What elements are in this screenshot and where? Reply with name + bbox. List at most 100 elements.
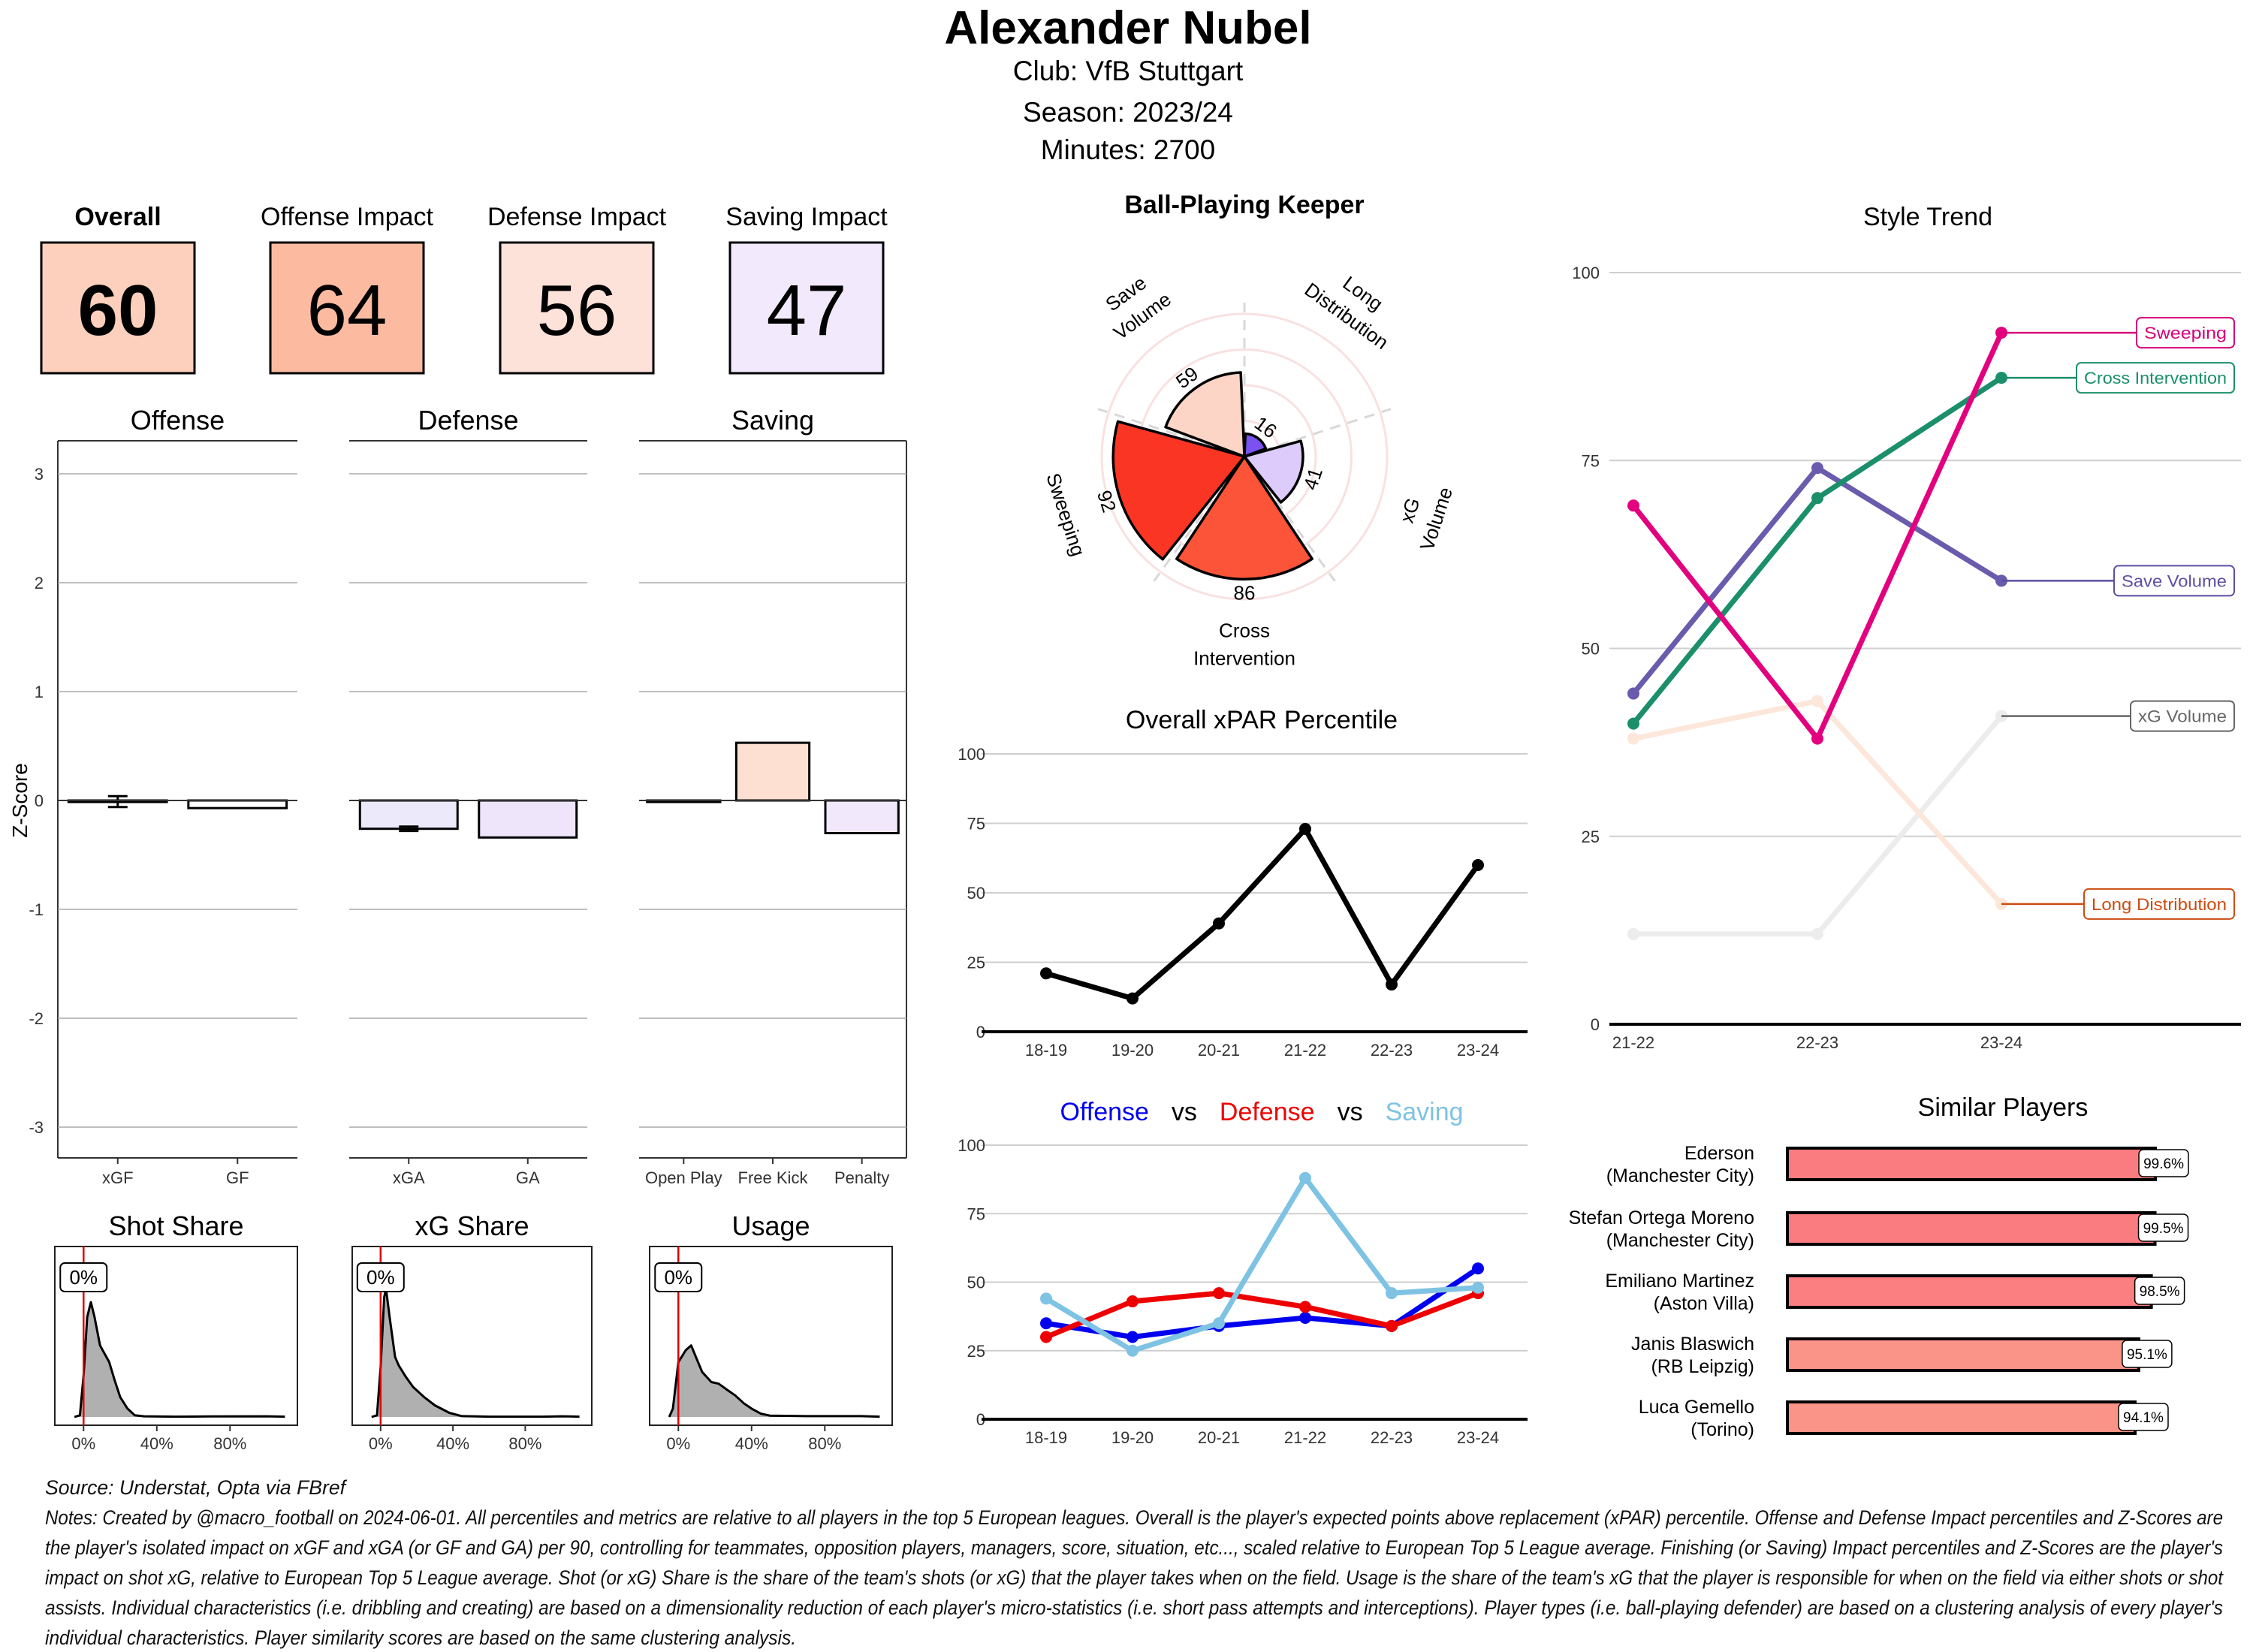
data-point (1126, 1344, 1139, 1357)
y-tick-label: 0 (35, 791, 44, 810)
y-tick-label: 100 (1572, 264, 1600, 282)
data-point (1299, 822, 1311, 835)
x-tick-label: Penalty (834, 1168, 889, 1187)
data-point (1126, 992, 1139, 1005)
similarity-value: 95.1% (2127, 1347, 2167, 1363)
score-label: Offense Impact (261, 203, 433, 231)
data-point (1386, 1287, 1398, 1300)
notes-line: assists. Individual characteristics (i.e… (45, 1596, 2223, 1619)
season-line: Season: 2023/24 (1023, 97, 1233, 128)
similarity-bar (1786, 1274, 2153, 1309)
x-tick-label: 23-24 (1980, 1033, 2022, 1052)
notes-line: the player's isolated impact on xGF and … (45, 1536, 2223, 1559)
chart-title-part: Defense (1220, 1098, 1315, 1126)
x-tick-label: 40% (436, 1434, 469, 1453)
x-tick-label: 21-22 (1284, 1428, 1326, 1447)
x-tick-label: 19-20 (1111, 1428, 1154, 1447)
chart-title-part: Offense (1060, 1098, 1149, 1126)
player-value-label-box (654, 1262, 703, 1292)
zscore-chart: Z-Score 3 2 1 0 -1 -2 -3 Offense xGF GF Defense xGA G… (8, 405, 907, 1187)
density-frame (54, 1246, 298, 1426)
share-density-charts: Shot Share 0% 0% 40% 80% xG Share 0% 0% 40% 80% Us… (54, 1210, 893, 1453)
polar-wedge (1111, 420, 1246, 561)
data-point (1126, 1331, 1139, 1343)
x-tick-label: 23-24 (1457, 1428, 1499, 1447)
score-value: 47 (767, 270, 847, 351)
zscore-bar (478, 799, 578, 839)
notes-line: individual characteristics. Player simil… (45, 1626, 796, 1649)
x-tick-label: 80% (508, 1434, 541, 1453)
similarity-label-box (2118, 1403, 2169, 1431)
polar-wedge (1175, 455, 1313, 581)
y-tick-label: -2 (29, 1009, 44, 1028)
data-point (1386, 1319, 1398, 1332)
chart-title: Style Trend (1863, 203, 1992, 231)
score-label: Saving Impact (725, 203, 888, 231)
series-label-box (2136, 317, 2235, 349)
data-point (1811, 492, 1823, 505)
series-line (1633, 698, 2004, 906)
style-trend-chart: Style Trend 0 25 50 75 100 21-22 22-23 23-24 xG V… (1572, 203, 2241, 1052)
notes-line: Notes: Created by @macro_football on 202… (45, 1506, 2223, 1529)
y-tick-label: 25 (967, 1342, 985, 1361)
score-value: 60 (78, 270, 158, 351)
y-tick-label: 50 (1582, 640, 1600, 659)
data-point (1811, 695, 1823, 707)
series-label: Save Volume (2122, 571, 2227, 590)
series-line (1045, 826, 1480, 1002)
panel-title: Saving (731, 405, 814, 436)
score-box (269, 241, 425, 375)
x-tick-label: 18-19 (1025, 1428, 1067, 1447)
data-point (1126, 1295, 1139, 1308)
similarity-value: 99.5% (2143, 1221, 2184, 1237)
similarity-label-box (2134, 1277, 2185, 1305)
density-area (371, 1289, 580, 1417)
offense-defense-saving-chart: Offense vs Defense vs Saving 0 25 50 75 100 18-19 1… (958, 1098, 1528, 1447)
polar-wedge (1243, 432, 1268, 458)
density-title: Usage (731, 1210, 810, 1241)
x-tick-label: 40% (735, 1434, 768, 1453)
data-point (1472, 859, 1484, 871)
data-point (1040, 967, 1052, 980)
data-point (1811, 462, 1823, 475)
similar-player-club: (RB Leipzig) (1651, 1356, 1754, 1377)
polar-wedge (1164, 371, 1246, 458)
player-value-label-box (59, 1262, 108, 1292)
style-polar-chart: Ball-Playing Keeper59SaveVolume16LongDis… (1042, 191, 1457, 670)
x-tick-label: Open Play (645, 1168, 722, 1187)
series-label: Cross Intervention (2084, 369, 2227, 387)
score-value: 56 (537, 270, 617, 351)
density-frame (351, 1246, 593, 1426)
similar-player-club: (Aston Villa) (1654, 1293, 1754, 1314)
y-tick-label: 50 (967, 884, 985, 903)
polar-category-label: Volume (1416, 484, 1457, 553)
similarity-label-box (2137, 1213, 2189, 1242)
density-area (74, 1302, 285, 1417)
similarity-label-box (2138, 1149, 2189, 1177)
density-title: xG Share (415, 1210, 529, 1241)
y-tick-label: 25 (967, 954, 985, 972)
x-tick-label: 22-23 (1371, 1041, 1413, 1060)
data-point (1040, 1292, 1052, 1305)
similar-player-name: Luca Gemello (1639, 1397, 1754, 1418)
player-value-label: 0% (366, 1266, 395, 1289)
x-tick-label: 21-22 (1612, 1033, 1654, 1052)
similarity-bar (1786, 1337, 2140, 1372)
x-tick-label: 22-23 (1371, 1428, 1413, 1447)
zscore-bar (734, 741, 811, 802)
y-tick-label: 100 (958, 1136, 985, 1155)
zscore-bar (187, 799, 288, 809)
y-tick-label: 1 (35, 683, 44, 701)
score-label: Overall (74, 203, 161, 231)
notes-line: impact on shot xG, relative to European … (45, 1566, 2224, 1589)
x-tick-label: GF (226, 1168, 249, 1187)
similarity-value: 98.5% (2140, 1284, 2180, 1300)
similar-player-name: Emiliano Martinez (1605, 1271, 1754, 1292)
data-point (1627, 687, 1639, 700)
data-point (1386, 978, 1398, 991)
polar-title: Ball-Playing Keeper (1124, 191, 1364, 219)
player-value-label-box (356, 1262, 405, 1292)
series-label-box (2083, 888, 2235, 920)
score-box (40, 241, 196, 375)
